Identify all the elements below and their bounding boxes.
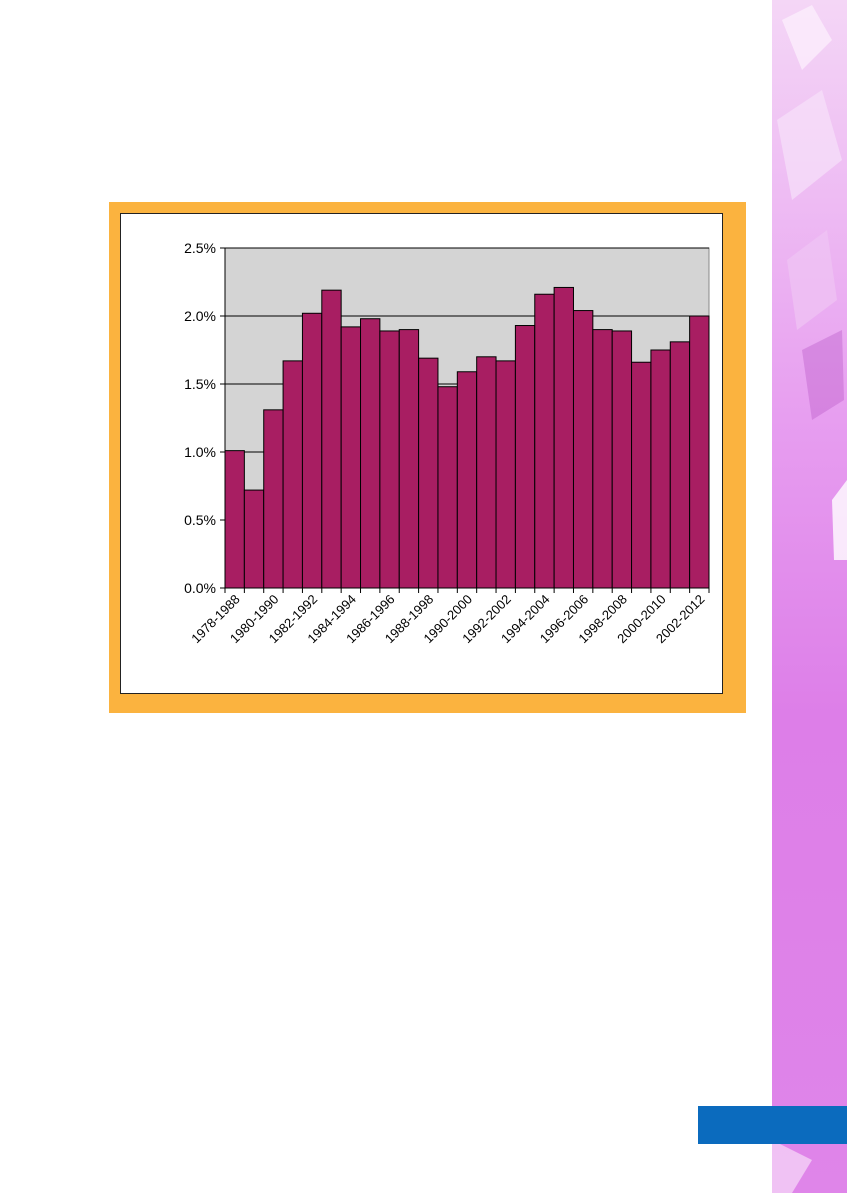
bar [534, 293, 555, 589]
y-tick-label: 2.0% [184, 308, 216, 324]
bar [398, 329, 420, 589]
decorative-side-panel [772, 0, 847, 1193]
bar [379, 330, 400, 589]
bar [263, 409, 284, 589]
bar [514, 325, 536, 589]
bar [437, 386, 458, 589]
bar [611, 330, 633, 589]
bar [360, 318, 381, 589]
y-tick-label: 2.5% [184, 240, 216, 256]
bar [592, 329, 613, 589]
bar [476, 356, 497, 589]
bar [689, 315, 710, 589]
bar [301, 312, 323, 589]
bar [243, 489, 265, 589]
y-tick-label: 1.5% [184, 376, 216, 392]
bar [669, 341, 691, 589]
bar [650, 349, 671, 589]
bar [495, 360, 516, 589]
bar [321, 289, 342, 589]
bar [572, 310, 594, 589]
bar [224, 450, 245, 589]
bar [456, 371, 478, 589]
bar [282, 360, 303, 589]
blue-tab [698, 1106, 847, 1144]
bar-chart: 0.0%0.5%1.0%1.5%2.0%2.5%1978-19881980-19… [184, 240, 710, 646]
y-tick-label: 1.0% [184, 444, 216, 460]
bar [631, 361, 652, 589]
bar [553, 286, 574, 589]
bar [418, 357, 439, 589]
y-tick-label: 0.5% [184, 512, 216, 528]
bar [340, 326, 362, 589]
y-tick-label: 0.0% [184, 580, 216, 596]
